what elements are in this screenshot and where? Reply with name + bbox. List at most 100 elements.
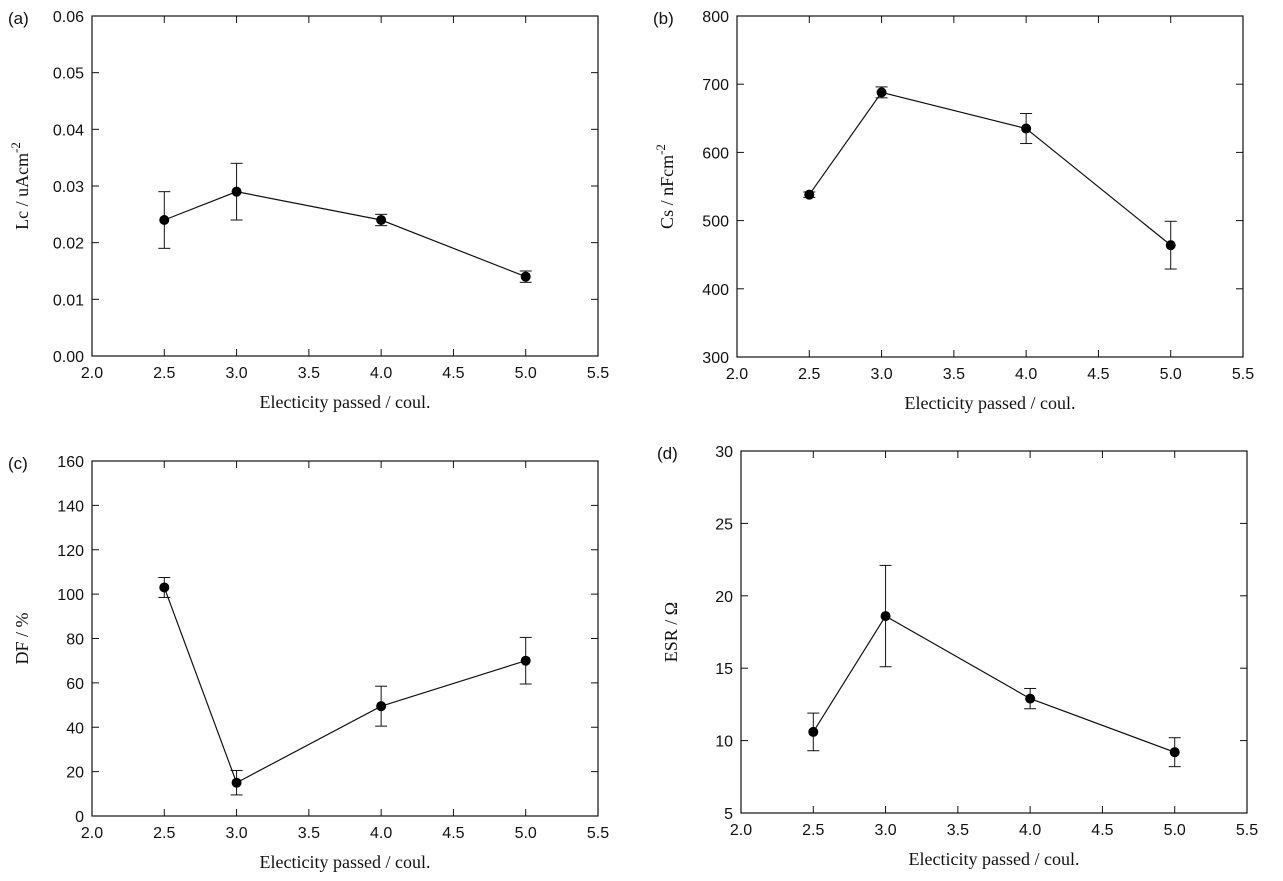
y-tick-label: 800 <box>702 9 729 26</box>
x-tick-label: 5.5 <box>1232 366 1254 383</box>
x-tick-label: 2.0 <box>726 366 748 383</box>
y-tick-label: 30 <box>715 444 733 461</box>
panel-label: (d) <box>657 444 678 463</box>
data-point <box>880 611 891 622</box>
plot-frame <box>91 460 599 817</box>
plot-frame <box>740 450 1248 814</box>
x-axis-title: Electicity passed / coul. <box>909 849 1080 869</box>
y-axis-title: Lc / uAcm-2 <box>8 142 32 230</box>
y-axis-title-text: ESR / Ω <box>661 602 681 662</box>
x-tick-label: 5.5 <box>1236 822 1258 839</box>
y-tick-label: 300 <box>702 350 729 367</box>
y-tick-label: 0.05 <box>53 66 84 83</box>
panel-d: 2.0 2.5 3.0 3.5 4.0 4.5 5.0 5.5 5 10 15 20 25 30 (d) El… <box>657 444 1258 869</box>
y-tick-label: 0.00 <box>53 349 84 366</box>
panel-label: (a) <box>8 9 29 28</box>
data-point <box>804 189 815 200</box>
series-line <box>812 615 1175 753</box>
x-tick-label: 2.5 <box>802 822 824 839</box>
data-point <box>159 582 170 593</box>
x-tick-label: 5.0 <box>1160 366 1182 383</box>
x-axis-title: Electicity passed / coul. <box>260 852 431 872</box>
x-tick-label: 2.0 <box>81 365 103 382</box>
data-point <box>231 186 242 197</box>
y-tick-label: 0.02 <box>53 236 84 253</box>
y-tick-label: 25 <box>715 516 733 533</box>
y-tick-label: 0.06 <box>53 9 84 26</box>
y-tick-label: 100 <box>57 587 84 604</box>
y-axis-title-text: Lc / uAcm <box>12 153 32 230</box>
y-tick-label: 140 <box>57 498 84 515</box>
panel-c: 2.0 2.5 3.0 3.5 4.0 4.5 5.0 5.5 0 20 40 60 80 100 120 1… <box>8 454 609 872</box>
x-tick-label: 4.5 <box>442 825 464 842</box>
y-tick-label: 10 <box>715 734 733 751</box>
y-tick-label: 0.04 <box>53 122 84 139</box>
y-axis-title: ESR / Ω <box>661 602 681 662</box>
x-tick-label: 5.5 <box>587 365 609 382</box>
panel-a: 2.0 2.5 3.0 3.5 4.0 4.5 5.0 5.5 0.00 0.01 0.02 0.03… <box>8 9 609 412</box>
y-axis-title: Cs / nFcm-2 <box>653 144 677 229</box>
y-tick-label: 5 <box>724 806 733 823</box>
data-point <box>1021 123 1032 134</box>
data-point <box>876 87 887 98</box>
x-tick-label: 3.0 <box>225 365 247 382</box>
y-tick-label: 500 <box>702 214 729 231</box>
x-tick-label: 2.5 <box>153 365 175 382</box>
y-tick-label: 0.03 <box>53 179 84 196</box>
y-tick-label: 0 <box>75 809 84 826</box>
x-tick-label: 4.0 <box>370 365 392 382</box>
x-tick-label: 2.0 <box>730 822 752 839</box>
y-axis-title-text: Cs / nFcm <box>657 155 677 229</box>
x-tick-label: 3.0 <box>870 366 892 383</box>
x-tick-label: 5.0 <box>515 365 537 382</box>
x-tick-label: 2.5 <box>798 366 820 383</box>
x-tick-label: 5.0 <box>515 825 537 842</box>
data-point <box>808 726 819 737</box>
y-tick-label: 20 <box>66 765 84 782</box>
data-point <box>520 655 531 666</box>
x-tick-label: 3.5 <box>947 822 969 839</box>
x-tick-label: 2.0 <box>81 825 103 842</box>
y-axis-title-superscript: -2 <box>653 144 668 155</box>
x-tick-label: 3.5 <box>943 366 965 383</box>
x-tick-label: 4.0 <box>1019 822 1041 839</box>
y-tick-label: 700 <box>702 77 729 94</box>
panel-b: 2.0 2.5 3.0 3.5 4.0 4.5 5.0 5.5 300 400 500 600 700 8… <box>653 9 1254 413</box>
y-axis-title-text: DF / % <box>12 612 32 664</box>
x-tick-label: 3.5 <box>298 365 320 382</box>
series-line <box>163 587 526 784</box>
x-tick-label: 3.0 <box>874 822 896 839</box>
data-point <box>159 215 170 225</box>
x-tick-label: 3.5 <box>298 825 320 842</box>
y-tick-label: 40 <box>66 720 84 737</box>
panel-label: (c) <box>8 454 28 473</box>
data-point <box>1025 693 1036 704</box>
x-tick-label: 5.0 <box>1164 822 1186 839</box>
x-tick-label: 4.5 <box>1091 822 1113 839</box>
data-point <box>231 777 242 788</box>
x-axis-title: Electicity passed / coul. <box>260 392 431 412</box>
x-tick-label: 4.5 <box>442 365 464 382</box>
data-point <box>1165 240 1176 251</box>
data-point <box>376 215 387 225</box>
y-tick-label: 80 <box>66 632 84 649</box>
series-line <box>808 91 1172 246</box>
x-tick-label: 3.0 <box>225 825 247 842</box>
data-point <box>376 701 387 712</box>
data-point <box>1169 747 1180 758</box>
x-axis-title: Electicity passed / coul. <box>905 393 1076 413</box>
x-tick-label: 4.0 <box>370 825 392 842</box>
y-axis-title: DF / % <box>12 612 32 664</box>
y-tick-label: 20 <box>715 589 733 606</box>
y-tick-label: 120 <box>57 543 84 560</box>
y-tick-label: 400 <box>702 282 729 299</box>
x-tick-label: 5.5 <box>587 825 609 842</box>
y-tick-label: 0.01 <box>53 292 84 309</box>
panel-label: (b) <box>653 9 674 28</box>
y-tick-label: 15 <box>715 661 733 678</box>
plot-frame <box>91 15 599 357</box>
y-axis-title-superscript: -2 <box>8 142 23 153</box>
y-tick-label: 600 <box>702 145 729 162</box>
x-tick-label: 4.0 <box>1015 366 1037 383</box>
